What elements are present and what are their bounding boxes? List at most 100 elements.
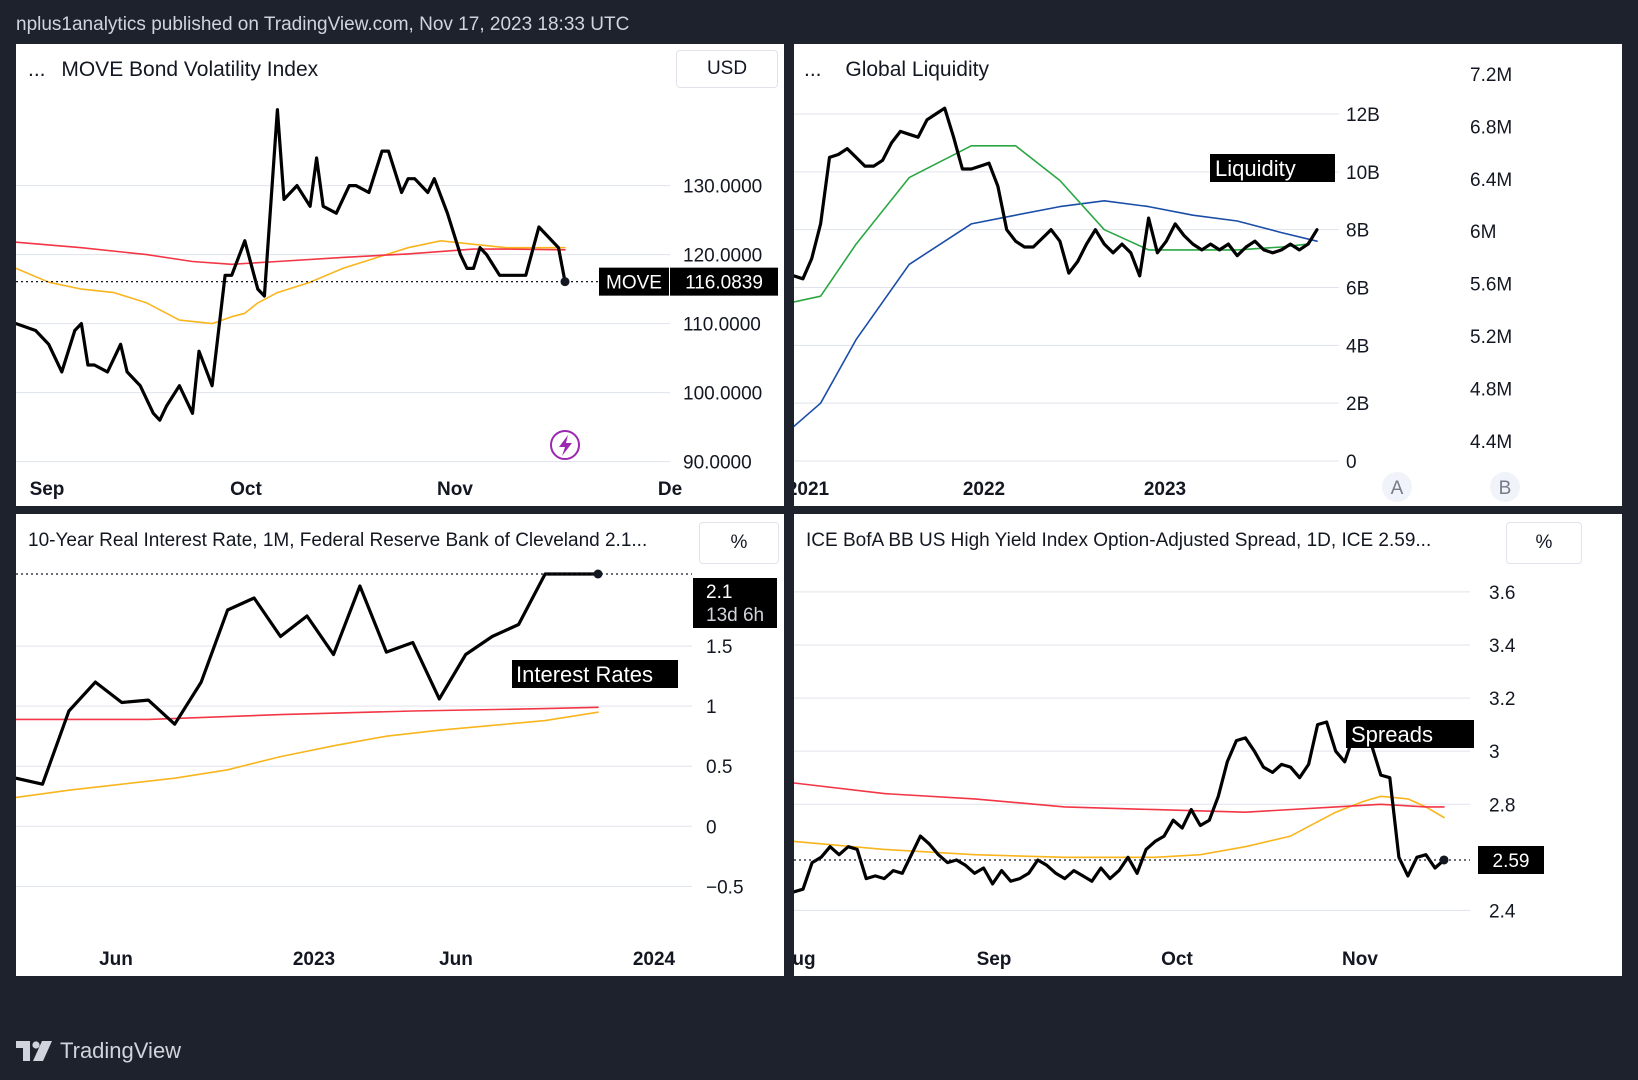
x-tick-label: Oct	[1161, 949, 1193, 970]
publisher-header: nplus1analytics published on TradingView…	[16, 14, 630, 35]
x-tick-label: Jun	[439, 949, 473, 970]
x-tick-label: Nov	[437, 479, 473, 500]
last-value-label: 2.59	[1493, 851, 1530, 872]
series-line-global-liquidity	[794, 106, 1319, 281]
hy-spread-title: ICE BofA BB US High Yield Index Option-A…	[806, 530, 1432, 551]
lightning-bolt-icon	[559, 435, 572, 456]
real-rate-chart-panel[interactable]: 1.5 1 0.5 0 −0.5 Jun 2023 Jun 2024 2.1 13d 6h Inter…	[16, 514, 784, 976]
tradingview-footer[interactable]: TradingView	[16, 1038, 181, 1064]
y-tick-label: 0	[706, 817, 717, 838]
x-tick-label: 2023	[293, 949, 335, 970]
series-line-move	[16, 108, 567, 422]
liquidity-chart-panel[interactable]: 12B 10B 8B 6B 4B 2B 0 2021 2022 2023 7.2M 6.8M 6.4M 6…	[794, 44, 1622, 506]
y-tick-label: 3.6	[1489, 583, 1515, 604]
move-chart-svg[interactable]: 130.0000 120.0000 110.0000 100.0000 90.0000 S…	[16, 44, 784, 506]
x-tick-label: ug	[794, 949, 816, 970]
x-tick-label: 2023	[1144, 479, 1186, 500]
y-tick-label: 3	[1489, 742, 1500, 763]
hy-spread-chart-svg[interactable]: 3.6 3.4 3.2 3 2.8 2.4 ug Sep Oct Nov 2.59 Spreads	[794, 514, 1622, 976]
spreads-annotation-box	[1346, 720, 1474, 748]
last-price-dot	[560, 277, 570, 287]
last-value-label: 2.1	[706, 582, 732, 603]
x-tick-label: De	[658, 479, 682, 500]
move-title: MOVE Bond Volatility Index	[61, 58, 319, 81]
y-tick-label: 3.2	[1489, 689, 1515, 710]
y-tick-label: 1	[706, 697, 717, 718]
liquidity-chart-svg[interactable]: 12B 10B 8B 6B 4B 2B 0 2021 2022 2023 7.2M 6.8M 6.4M 6…	[794, 44, 1622, 506]
right-axis-tick-label: 6.8M	[1470, 117, 1512, 138]
percent-unit-button[interactable]: %	[699, 522, 779, 564]
lightning-icon	[550, 430, 580, 460]
percent-unit-button[interactable]: %	[1506, 522, 1582, 564]
series-line-ma-red	[16, 706, 599, 721]
liquidity-annotation-label: Liquidity	[1215, 156, 1296, 181]
y-tick-label: 100.0000	[683, 384, 762, 405]
y-tick-label: 4B	[1346, 336, 1369, 357]
x-tick-label: Sep	[30, 479, 65, 500]
last-value-dot	[593, 569, 603, 579]
series-name-tag	[599, 267, 669, 296]
liquidity-annotation-box	[1210, 154, 1335, 182]
series-name-label: MOVE	[606, 273, 662, 294]
rates-annotation-box	[512, 660, 678, 688]
y-tick-label: 0.5	[706, 757, 732, 778]
y-tick-label: 110.0000	[683, 315, 761, 336]
right-axis-tick-label: 4.8M	[1470, 379, 1512, 400]
series-line-hy-oas	[794, 720, 1446, 894]
series-line-ma-50	[16, 240, 566, 325]
axis-a-label: A	[1391, 478, 1404, 499]
liquidity-title: Global Liquidity	[845, 58, 989, 81]
series-line-ma-100	[16, 241, 566, 266]
x-tick-label: Nov	[1342, 949, 1378, 970]
y-tick-label: 0	[1346, 452, 1357, 473]
y-tick-label: 2.4	[1489, 901, 1516, 922]
series-line-real-rate	[16, 572, 600, 786]
tradingview-logo-text: TradingView	[60, 1038, 182, 1063]
last-value-tag	[693, 578, 777, 628]
y-tick-label: 90.0000	[683, 453, 752, 474]
y-tick-label: 120.0000	[683, 246, 762, 267]
x-tick-label: Oct	[230, 479, 262, 500]
axis-a-button	[1382, 472, 1412, 502]
axis-b-button	[1490, 472, 1520, 502]
legend-menu-icon[interactable]: ...	[28, 58, 46, 81]
x-tick-label: Sep	[977, 949, 1012, 970]
bar-countdown-label: 13d 6h	[706, 605, 764, 626]
last-price-tag	[670, 267, 778, 296]
move-chart-panel[interactable]: 130.0000 120.0000 110.0000 100.0000 90.0000 S…	[16, 44, 784, 506]
legend-menu-icon[interactable]: ...	[804, 58, 822, 81]
y-tick-label: 1.5	[706, 637, 732, 658]
real-rate-title: 10-Year Real Interest Rate, 1M, Federal …	[28, 530, 648, 551]
right-axis-tick-label: 6M	[1470, 222, 1496, 243]
series-line-ma-red	[794, 782, 1445, 814]
y-tick-label: 130.0000	[683, 177, 762, 198]
series-line-ma-blue	[794, 200, 1318, 428]
y-tick-label: 10B	[1346, 163, 1380, 184]
y-tick-label: 12B	[1346, 105, 1380, 126]
right-axis-tick-label: 4.4M	[1470, 432, 1512, 453]
rates-annotation-label: Interest Rates	[516, 662, 653, 687]
right-axis-tick-label: 7.2M	[1470, 65, 1512, 86]
x-tick-label: 2021	[794, 479, 830, 500]
last-value-dot	[1439, 855, 1449, 865]
series-line-ma-green	[794, 145, 1309, 303]
series-line-ma-orange	[16, 711, 599, 799]
x-tick-label: 2024	[633, 949, 676, 970]
right-axis-tick-label: 6.4M	[1470, 170, 1512, 191]
right-axis-tick-label: 5.6M	[1470, 275, 1512, 296]
currency-unit-button[interactable]: USD	[676, 50, 778, 88]
tradingview-logo-icon	[16, 1041, 52, 1061]
x-tick-label: Jun	[99, 949, 133, 970]
series-line-ma-orange	[794, 795, 1445, 859]
y-tick-label: 6B	[1346, 279, 1369, 300]
hy-spread-chart-panel[interactable]: 3.6 3.4 3.2 3 2.8 2.4 ug Sep Oct Nov 2.59 Spreads I…	[794, 514, 1622, 976]
y-tick-label: −0.5	[706, 877, 744, 898]
y-tick-label: 2.8	[1489, 795, 1515, 816]
y-tick-label: 2B	[1346, 394, 1369, 415]
x-tick-label: 2022	[963, 479, 1005, 500]
last-value-tag	[1478, 845, 1544, 874]
y-tick-label: 8B	[1346, 221, 1369, 242]
y-tick-label: 3.4	[1489, 636, 1516, 657]
last-price-value: 116.0839	[685, 273, 763, 294]
